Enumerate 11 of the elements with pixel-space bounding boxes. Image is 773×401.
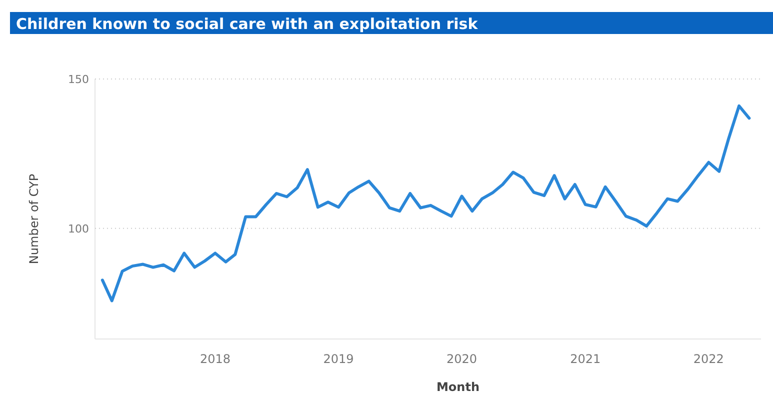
y-tick-label: 150 [68, 73, 89, 86]
line-series [100, 104, 751, 302]
x-axis-title: Month [436, 380, 480, 394]
x-tick-label: 2020 [446, 352, 478, 366]
x-tick-label: 2018 [200, 352, 231, 366]
chart-title: Children known to social care with an exploitation risk [16, 15, 479, 33]
x-tick-label: 2022 [693, 352, 724, 366]
x-tick-label: 2019 [323, 352, 354, 366]
y-axis-title: Number of CYP [27, 174, 41, 264]
x-tick-label: 2021 [570, 352, 601, 366]
y-tick-label: 100 [68, 222, 89, 236]
